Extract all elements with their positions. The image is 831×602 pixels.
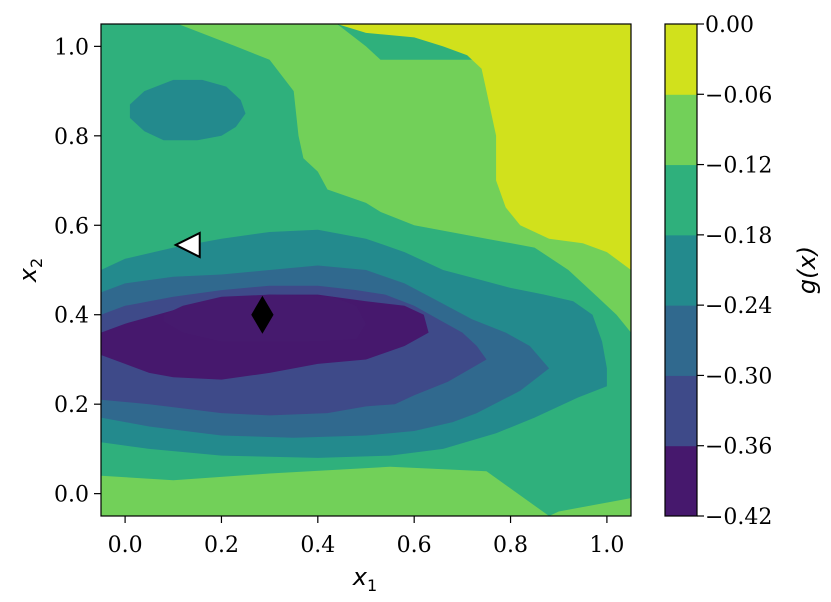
contour-region-3 — [337, 24, 631, 270]
colorbar-tick-label: −0.36 — [705, 435, 772, 460]
colorbar-tick-label: −0.18 — [705, 224, 772, 249]
colorbar-tick-label: 0.00 — [705, 13, 754, 38]
y-tick-label: 0.0 — [54, 483, 89, 508]
y-axis-label-subscript: 2 — [27, 258, 46, 268]
colorbar-tick-label: −0.42 — [705, 505, 772, 530]
colorbar-ticks: 0.00 −0.06 −0.12 −0.18 −0.24 −0.30 −0.36 −0.42 — [697, 13, 772, 530]
colorbar-tick-label: −0.30 — [705, 364, 772, 389]
white-triangle-marker — [173, 231, 201, 259]
colorbar-segment — [665, 94, 697, 166]
colorbar-tick-label: −0.06 — [705, 83, 772, 108]
colorbar-segment — [665, 24, 697, 95]
x-axis: 0.0 0.2 0.4 0.6 0.8 1.0 — [108, 516, 624, 558]
colorbar-segment — [665, 375, 697, 447]
black-diamond-marker — [251, 295, 274, 334]
colorbar-label: g(x) — [793, 246, 821, 294]
y-axis: 0.0 0.2 0.4 0.6 0.8 1.0 — [54, 35, 101, 508]
x-tick-label: 0.6 — [397, 533, 432, 558]
contour-regions — [101, 24, 631, 516]
y-tick-label: 0.8 — [54, 125, 89, 150]
y-axis-label-text: x — [14, 267, 42, 283]
colorbar-frame — [664, 23, 698, 517]
x-tick-label: 0.0 — [108, 533, 143, 558]
y-axis-label: x2 — [14, 258, 46, 283]
x-tick-label: 0.2 — [204, 533, 239, 558]
colorbar-tick-label: −0.12 — [705, 154, 772, 179]
plot-frame — [100, 23, 632, 517]
y-tick-label: 0.6 — [54, 214, 89, 239]
y-tick-label: 0.4 — [54, 304, 89, 329]
x-tick-label: 0.8 — [493, 533, 528, 558]
x-tick-label: 1.0 — [589, 533, 624, 558]
colorbar-segment — [665, 234, 697, 306]
x-axis-label: x1 — [352, 563, 377, 595]
contour-region-1 — [101, 466, 550, 516]
plot-area — [101, 24, 631, 516]
y-tick-label: 0.2 — [54, 393, 89, 418]
colorbar-tick-label: −0.24 — [705, 294, 772, 319]
colorbar — [664, 23, 698, 517]
y-tick-label: 1.0 — [54, 35, 89, 60]
contour-region-0 — [101, 498, 631, 516]
colorbar-segment — [665, 445, 697, 517]
x-tick-label: 0.4 — [300, 533, 335, 558]
contour-region-4 — [129, 79, 246, 141]
markers — [173, 231, 274, 334]
x-axis-label-subscript: 1 — [367, 576, 377, 595]
colorbar-segment — [665, 164, 697, 236]
colorbar-segment — [665, 305, 697, 376]
x-axis-label-text: x — [352, 563, 368, 591]
